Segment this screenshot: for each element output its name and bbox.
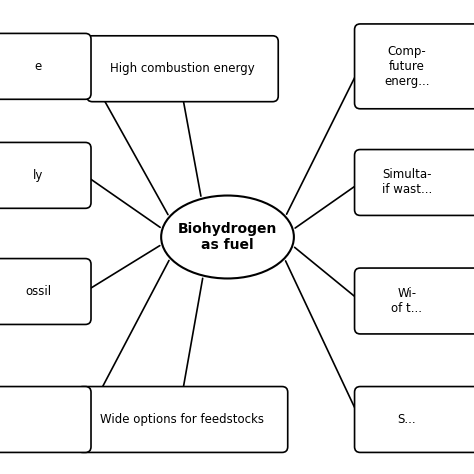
Text: e: e — [35, 60, 42, 73]
Text: ossil: ossil — [25, 285, 52, 298]
Text: S...: S... — [397, 413, 416, 426]
FancyBboxPatch shape — [77, 387, 288, 452]
Text: Comp-
future
energ...: Comp- future energ... — [384, 45, 429, 88]
FancyBboxPatch shape — [0, 387, 91, 452]
FancyBboxPatch shape — [355, 387, 474, 452]
Text: ly: ly — [33, 169, 44, 182]
FancyBboxPatch shape — [355, 268, 474, 334]
Text: Wi-
of t...: Wi- of t... — [391, 287, 422, 315]
Ellipse shape — [161, 195, 294, 279]
FancyBboxPatch shape — [87, 36, 278, 102]
FancyBboxPatch shape — [0, 34, 91, 100]
Text: Simulta-
if wast...: Simulta- if wast... — [382, 168, 432, 197]
FancyBboxPatch shape — [355, 24, 474, 109]
Text: Biohydrogen
as fuel: Biohydrogen as fuel — [178, 222, 277, 252]
Text: High combustion energy: High combustion energy — [110, 62, 255, 75]
Text: Wide options for feedstocks: Wide options for feedstocks — [100, 413, 264, 426]
FancyBboxPatch shape — [0, 143, 91, 209]
FancyBboxPatch shape — [0, 259, 91, 325]
FancyBboxPatch shape — [355, 150, 474, 215]
